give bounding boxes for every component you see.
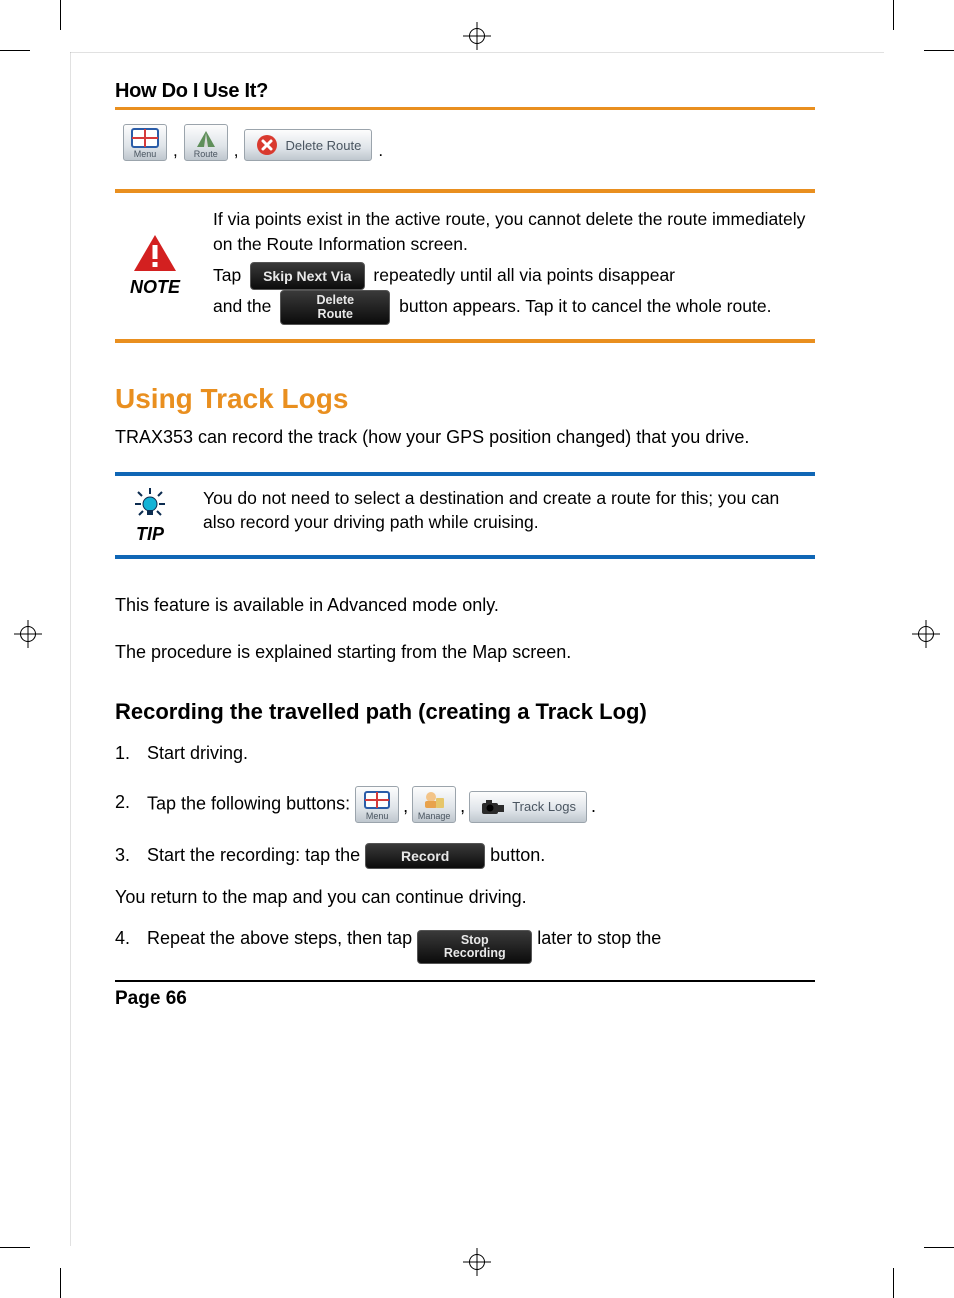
step-3-prefix: Start the recording: tap the	[147, 845, 360, 865]
footer-rule	[115, 980, 815, 982]
section-heading: Using Track Logs	[115, 383, 815, 415]
comma: ,	[460, 790, 465, 822]
menu-label: Menu	[366, 812, 389, 821]
note-body: If via points exist in the active route,…	[213, 207, 815, 325]
crop-mark	[893, 1268, 894, 1298]
step-4: Repeat the above steps, then tap Stop Re…	[115, 922, 815, 964]
delete-route-l1: Delete	[317, 294, 355, 307]
route-label: Route	[194, 150, 218, 159]
menu-icon	[364, 789, 390, 811]
warning-icon	[132, 233, 178, 273]
mid-para-1: This feature is available in Advanced mo…	[115, 593, 815, 618]
note-label: NOTE	[130, 277, 180, 298]
mid-para-2: The procedure is explained starting from…	[115, 640, 815, 665]
route-button[interactable]: Route	[184, 124, 228, 161]
note-line2: Tap Skip Next Via repeatedly until all v…	[213, 262, 815, 291]
comma: ,	[234, 141, 239, 161]
stop-recording-button[interactable]: Stop Recording	[417, 930, 532, 964]
track-logs-label: Track Logs	[512, 800, 576, 813]
step-2-buttons: Menu , Manage ,	[355, 786, 596, 823]
step-3: Start the recording: tap the Record butt…	[115, 839, 815, 871]
menu-button-2[interactable]: Menu	[355, 786, 399, 823]
tip-left: TIP	[115, 486, 185, 545]
tip-callout: TIP You do not need to select a destinat…	[115, 472, 815, 559]
note-left: NOTE	[115, 207, 195, 325]
crop-mark	[60, 0, 61, 30]
step-3-suffix: button.	[490, 845, 545, 865]
tap-suffix: repeatedly until all via points disappea…	[373, 265, 675, 285]
frame-line	[70, 52, 884, 53]
crop-mark	[0, 1247, 30, 1248]
route-icon	[193, 127, 219, 149]
crop-mark	[924, 1247, 954, 1248]
steps-list-cont: Repeat the above steps, then tap Stop Re…	[115, 922, 815, 964]
crop-mark	[0, 50, 30, 51]
step-4-suffix: later to stop the	[537, 928, 661, 948]
subsection-heading: Recording the travelled path (creating a…	[115, 699, 815, 725]
manage-icon	[422, 789, 446, 811]
content-area: How Do I Use It? Menu ,	[115, 80, 815, 1010]
period: .	[378, 141, 383, 161]
delete-route-l2: Route	[318, 308, 353, 321]
tap-word: Tap	[213, 265, 241, 285]
registration-mark	[14, 620, 42, 648]
tip-body: You do not need to select a destination …	[203, 486, 815, 545]
step-1-text: Start driving.	[147, 743, 248, 763]
delete-route-label: Delete Route	[285, 139, 361, 152]
page: How Do I Use It? Menu ,	[0, 0, 954, 1298]
page-header-title: How Do I Use It?	[115, 80, 815, 103]
menu-icon	[131, 127, 159, 149]
menu-label: Menu	[134, 150, 157, 159]
header-rule	[115, 107, 815, 110]
camera-icon	[480, 796, 506, 818]
step-2: Tap the following buttons: Menu ,	[115, 786, 815, 823]
note-line3: and the Delete Route button appears. Tap…	[213, 290, 815, 324]
crop-mark	[924, 50, 954, 51]
registration-mark	[463, 22, 491, 50]
skip-next-via-button[interactable]: Skip Next Via	[250, 262, 364, 291]
record-button[interactable]: Record	[365, 843, 485, 870]
lightbulb-icon	[132, 486, 168, 522]
frame-line	[70, 52, 71, 1246]
return-line: You return to the map and you can contin…	[115, 887, 815, 908]
button-appears: button appears. Tap it to cancel the who…	[399, 296, 771, 316]
step-2-prefix: Tap the following buttons:	[147, 793, 350, 813]
delete-route-dark-button[interactable]: Delete Route	[280, 290, 390, 324]
manage-button[interactable]: Manage	[412, 786, 456, 823]
registration-mark	[463, 1248, 491, 1276]
icon-sequence: Menu , Route ,	[123, 124, 815, 161]
registration-mark	[912, 620, 940, 648]
track-logs-button[interactable]: Track Logs	[469, 791, 587, 823]
steps-list: Start driving. Tap the following buttons…	[115, 737, 815, 871]
section-intro: TRAX353 can record the track (how your G…	[115, 425, 815, 450]
crop-mark	[60, 1268, 61, 1298]
and-the: and the	[213, 296, 271, 316]
crop-mark	[893, 0, 894, 30]
step-4-prefix: Repeat the above steps, then tap	[147, 928, 412, 948]
comma: ,	[403, 790, 408, 822]
stop-l2: Recording	[444, 947, 506, 960]
comma: ,	[173, 141, 178, 161]
step-1: Start driving.	[115, 737, 815, 769]
delete-route-button[interactable]: Delete Route	[244, 129, 372, 161]
delete-icon	[255, 134, 279, 156]
period: .	[591, 790, 596, 822]
note-callout: NOTE If via points exist in the active r…	[115, 189, 815, 343]
menu-button[interactable]: Menu	[123, 124, 167, 161]
manage-label: Manage	[418, 812, 451, 821]
tip-label: TIP	[136, 524, 164, 545]
page-number: Page 66	[115, 988, 815, 1010]
note-line1: If via points exist in the active route,…	[213, 207, 815, 258]
